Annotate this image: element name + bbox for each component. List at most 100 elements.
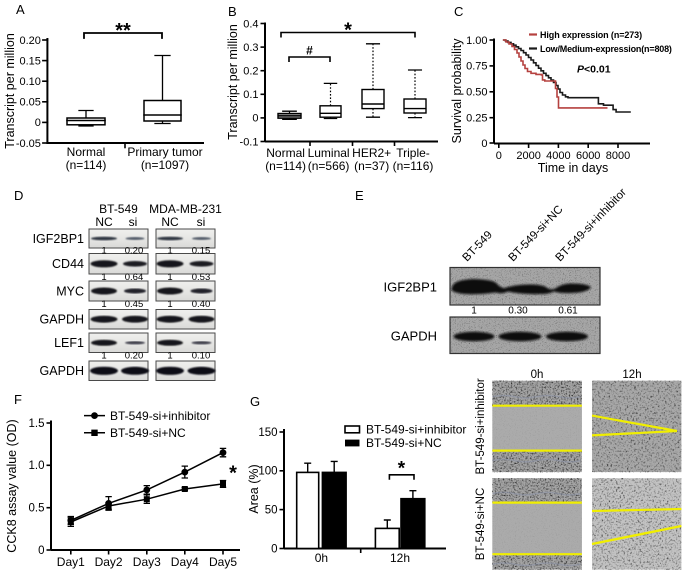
svg-text:0.15: 0.15: [19, 55, 40, 67]
svg-text:12h: 12h: [622, 369, 641, 381]
svg-text:(n=114): (n=114): [265, 159, 306, 173]
svg-text:1.00: 1.00: [466, 35, 487, 47]
svg-text:0.05: 0.05: [19, 97, 40, 109]
svg-text:12h: 12h: [390, 551, 410, 565]
svg-text:0.64: 0.64: [125, 272, 144, 283]
svg-text:1: 1: [167, 246, 172, 257]
svg-text:0.25: 0.25: [466, 113, 487, 125]
svg-text:Survival probability: Survival probability: [450, 38, 464, 144]
svg-text:0: 0: [496, 150, 502, 162]
svg-text:High expression (n=273): High expression (n=273): [540, 30, 642, 40]
svg-text:0: 0: [252, 113, 258, 125]
svg-text:0h: 0h: [315, 551, 328, 565]
svg-text:2000: 2000: [516, 150, 540, 162]
svg-text:#: #: [306, 44, 313, 58]
svg-text:si: si: [129, 215, 138, 229]
svg-text:1: 1: [101, 246, 106, 257]
svg-text:6000: 6000: [576, 150, 600, 162]
svg-text:BT-549-si+NC: BT-549-si+NC: [110, 426, 186, 440]
svg-text:G: G: [250, 394, 260, 409]
svg-text:0.4: 0.4: [243, 18, 258, 30]
svg-text:0.10: 0.10: [19, 76, 40, 88]
svg-text:BT-549: BT-549: [99, 202, 138, 216]
svg-text:*: *: [398, 459, 406, 480]
svg-text:Luminal: Luminal: [308, 146, 350, 160]
svg-text:0.20: 0.20: [125, 351, 144, 362]
svg-text:1.5: 1.5: [29, 418, 45, 430]
svg-text:B: B: [228, 4, 237, 19]
svg-text:si: si: [197, 215, 206, 229]
svg-text:A: A: [16, 2, 25, 17]
svg-text:GAPDH: GAPDH: [391, 329, 437, 344]
svg-text:0.30: 0.30: [508, 306, 528, 317]
svg-text:E: E: [355, 188, 364, 203]
svg-text:*: *: [344, 20, 352, 42]
svg-text:F: F: [14, 392, 22, 407]
svg-text:0.3: 0.3: [243, 42, 258, 54]
svg-text:Normal: Normal: [67, 145, 106, 159]
svg-text:0.1: 0.1: [243, 89, 258, 101]
svg-text:8000: 8000: [606, 150, 630, 162]
svg-text:1.0: 1.0: [29, 460, 45, 472]
svg-text:4000: 4000: [546, 150, 570, 162]
svg-text:0.15: 0.15: [192, 246, 211, 257]
svg-text:BT-549-si+inhibitor: BT-549-si+inhibitor: [475, 378, 487, 474]
svg-text:0.20: 0.20: [125, 246, 144, 257]
svg-text:C: C: [454, 4, 463, 19]
svg-text:Day1: Day1: [57, 555, 85, 569]
svg-text:0.61: 0.61: [558, 306, 578, 317]
svg-text:Day3: Day3: [133, 555, 161, 569]
svg-text:LEF1: LEF1: [54, 336, 84, 350]
svg-text:**: **: [115, 20, 131, 42]
svg-text:0.40: 0.40: [192, 299, 211, 310]
svg-text:Triple-: Triple-: [396, 146, 430, 160]
svg-text:Transcript per million: Transcript per million: [3, 33, 17, 149]
svg-text:BT-549-si+inhibitor: BT-549-si+inhibitor: [554, 186, 630, 264]
svg-text:1: 1: [101, 299, 106, 310]
svg-text:IGF2BP1: IGF2BP1: [384, 280, 437, 295]
svg-text:Normal: Normal: [266, 146, 305, 160]
svg-text:1: 1: [167, 351, 172, 362]
svg-text:0.2: 0.2: [243, 66, 258, 78]
svg-text:P<0.01: P<0.01: [577, 64, 611, 76]
svg-text:BT-549-si+inhibitor: BT-549-si+inhibitor: [366, 423, 466, 437]
svg-text:100: 100: [258, 466, 277, 478]
svg-text:*: *: [229, 463, 237, 485]
svg-text:CD44: CD44: [52, 257, 84, 271]
svg-text:D: D: [14, 188, 23, 203]
svg-text:0h: 0h: [531, 369, 544, 381]
svg-text:BT-549: BT-549: [461, 229, 495, 264]
svg-text:MYC: MYC: [56, 284, 84, 298]
svg-text:150: 150: [258, 427, 277, 439]
svg-text:0: 0: [38, 545, 44, 557]
svg-text:NC: NC: [95, 215, 113, 229]
svg-text:(n=114): (n=114): [66, 158, 107, 172]
svg-text:-0.05: -0.05: [16, 138, 41, 150]
svg-text:0.20: 0.20: [19, 35, 40, 47]
svg-text:IGF2BP1: IGF2BP1: [33, 232, 84, 246]
svg-text:1: 1: [101, 351, 106, 362]
svg-text:GAPDH: GAPDH: [40, 313, 84, 327]
svg-text:0.45: 0.45: [125, 299, 144, 310]
svg-text:1: 1: [167, 272, 172, 283]
svg-text:BT-549-si+NC: BT-549-si+NC: [475, 488, 487, 561]
svg-text:(n=37): (n=37): [354, 159, 389, 173]
svg-text:BT-549-si+NC: BT-549-si+NC: [366, 436, 442, 450]
svg-text:(n=116): (n=116): [393, 159, 434, 173]
svg-text:HER2+: HER2+: [352, 146, 391, 160]
svg-text:Primary tumor: Primary tumor: [127, 145, 202, 159]
svg-text:0: 0: [481, 138, 487, 150]
svg-text:Area (%): Area (%): [247, 464, 261, 513]
svg-text:(n=1097): (n=1097): [141, 158, 189, 172]
svg-text:1: 1: [101, 272, 106, 283]
svg-text:0.53: 0.53: [192, 272, 211, 283]
svg-text:0.50: 0.50: [466, 87, 487, 99]
svg-text:NC: NC: [161, 215, 179, 229]
svg-text:-0.1: -0.1: [240, 136, 259, 148]
svg-text:(n=566): (n=566): [308, 159, 350, 173]
svg-text:Low/Medium-expression(n=808): Low/Medium-expression(n=808): [540, 44, 672, 54]
svg-text:GAPDH: GAPDH: [40, 364, 84, 378]
svg-text:0.10: 0.10: [192, 351, 211, 362]
svg-text:0.5: 0.5: [29, 503, 45, 515]
svg-text:0: 0: [35, 117, 41, 129]
